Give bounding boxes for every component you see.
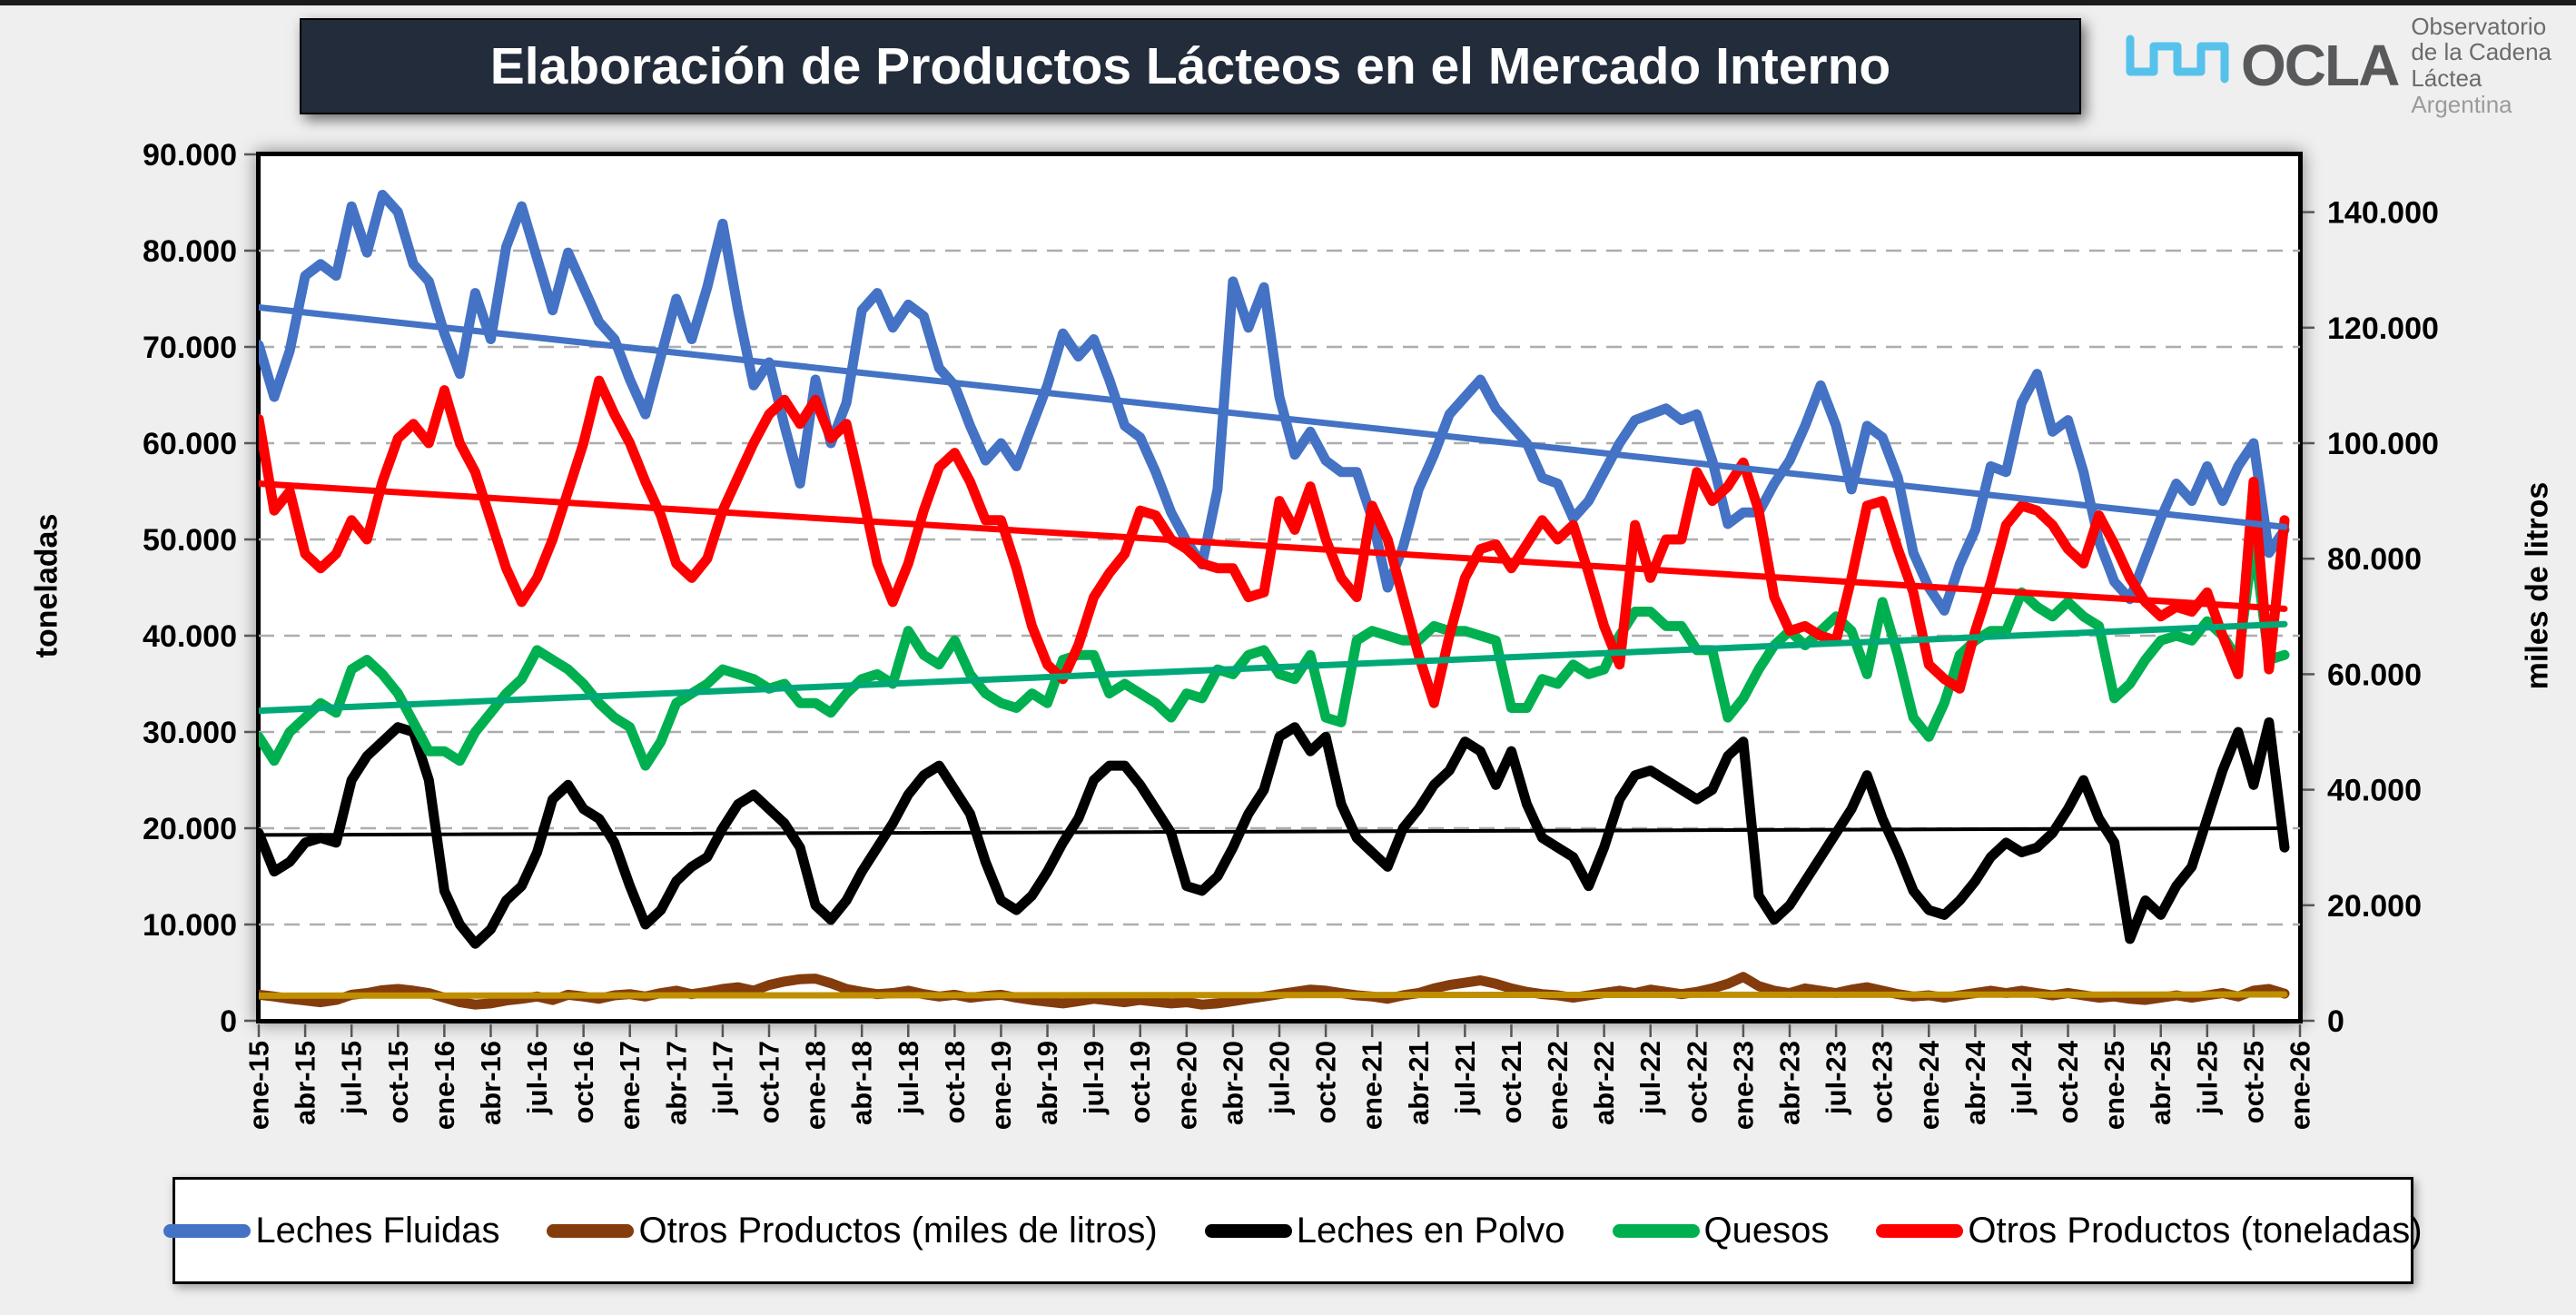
x-axis-tick-label: ene-19 <box>985 1041 1017 1130</box>
legend-label: Otros Productos (toneladas) <box>1968 1210 2423 1251</box>
x-axis-tick-label: oct-16 <box>568 1041 599 1123</box>
x-axis-tick-label: ene-17 <box>614 1041 646 1130</box>
window-top-border <box>0 0 2576 5</box>
y-axis-right-tick-label: 0 <box>2327 1004 2344 1039</box>
legend: Leches Fluidas Otros Productos (miles de… <box>163 1177 2423 1284</box>
x-axis-tick-label: ene-18 <box>800 1041 832 1130</box>
x-axis-tick-label: abr-18 <box>846 1041 878 1125</box>
legend-item-leches-fluidas: Leches Fluidas <box>163 1211 499 1251</box>
x-axis-tick-label: oct-15 <box>382 1041 414 1123</box>
y-axis-title-right: miles de litros <box>2520 481 2555 690</box>
x-axis-tick-label: jul-23 <box>1821 1041 1852 1115</box>
x-axis-tick-label: abr-23 <box>1774 1041 1806 1125</box>
x-axis-tick-label: jul-15 <box>336 1041 368 1115</box>
legend-item-otros-productos-toneladas: Otros Productos (toneladas) <box>1876 1210 2423 1251</box>
x-axis-tick-label: ene-16 <box>429 1041 460 1130</box>
legend-label: Leches en Polvo <box>1296 1210 1565 1251</box>
x-axis-tick-label: ene-22 <box>1542 1041 1574 1130</box>
x-axis-tick-label: ene-15 <box>243 1041 275 1130</box>
y-axis-right-tick-label: 20.000 <box>2327 889 2422 924</box>
ocla-subtitle-line2: de la Cadena Láctea <box>2411 38 2551 92</box>
x-axis-tick-label: abr-22 <box>1588 1041 1620 1125</box>
legend-label: Quesos <box>1703 1210 1830 1251</box>
legend-swatch-otros-productos-toneladas <box>1876 1223 1964 1238</box>
x-axis-tick-label: abr-24 <box>1959 1040 1991 1125</box>
ocla-wave-icon <box>2123 25 2232 107</box>
x-axis-tick-label: ene-23 <box>1727 1041 1759 1130</box>
y-axis-left-tick-label: 10.000 <box>143 908 237 943</box>
y-axis-title-left: toneladas <box>29 513 64 658</box>
x-axis-tick-label: jul-22 <box>1634 1041 1666 1115</box>
y-axis-right-tick-label: 60.000 <box>2327 658 2422 692</box>
legend-item-leches-en-polvo: Leches en Polvo <box>1204 1210 1565 1251</box>
x-axis-tick-label: jul-24 <box>2006 1040 2038 1115</box>
ocla-subtitle: Observatorio de la Cadena Láctea Argenti… <box>2411 14 2572 117</box>
chart-title-banner: Elaboración de Productos Lácteos en el M… <box>300 18 2081 114</box>
legend-swatch-quesos <box>1612 1223 1700 1238</box>
y-axis-left-tick-label: 80.000 <box>143 234 237 269</box>
y-axis-left-tick-label: 0 <box>220 1004 237 1039</box>
x-axis-tick-label: abr-17 <box>660 1041 692 1125</box>
x-axis-tick-label: ene-21 <box>1357 1041 1388 1130</box>
x-axis-tick-label: ene-24 <box>1913 1040 1945 1130</box>
x-axis-tick-label: oct-17 <box>754 1041 785 1123</box>
legend-item-quesos: Quesos <box>1612 1210 1830 1251</box>
x-axis-tick-label: oct-25 <box>2237 1041 2269 1123</box>
x-axis-tick-label: oct-20 <box>1310 1041 1342 1123</box>
x-axis-tick-label: jul-25 <box>2191 1041 2223 1115</box>
y-axis-left-tick-label: 70.000 <box>143 331 237 365</box>
x-axis-tick-label: jul-19 <box>1078 1041 1110 1115</box>
y-axis-left-tick-label: 30.000 <box>143 716 237 750</box>
legend-label: Otros Productos (miles de litros) <box>638 1210 1158 1251</box>
x-axis-tick-label: jul-18 <box>893 1041 924 1115</box>
x-axis-tick-label: jul-17 <box>706 1041 738 1115</box>
legend-swatch-leches-en-polvo <box>1204 1223 1292 1238</box>
x-axis-tick-label: abr-15 <box>290 1041 321 1125</box>
x-axis-tick-label: oct-21 <box>1495 1041 1527 1123</box>
x-axis-tick-label: jul-20 <box>1264 1041 1296 1115</box>
x-axis-tick-label: oct-22 <box>1681 1041 1712 1123</box>
chart-title: Elaboración de Productos Lácteos en el M… <box>489 37 1891 95</box>
x-axis-tick-label: oct-19 <box>1124 1041 1156 1123</box>
x-axis-tick-label: abr-19 <box>1031 1041 1063 1125</box>
ocla-wordmark: OCLA <box>2241 33 2400 98</box>
x-axis-tick-label: jul-21 <box>1449 1041 1481 1115</box>
ocla-subtitle-line1: Observatorio <box>2411 12 2547 40</box>
y-axis-right-tick-label: 40.000 <box>2327 774 2422 808</box>
x-axis-tick-label: ene-26 <box>2285 1041 2316 1130</box>
legend-item-otros-productos-litros: Otros Productos (miles de litros) <box>547 1210 1158 1251</box>
ocla-logo: OCLA Observatorio de la Cadena Láctea Ar… <box>2123 14 2572 117</box>
y-axis-right-tick-label: 140.000 <box>2327 196 2439 231</box>
x-axis-tick-label: ene-20 <box>1170 1041 1202 1130</box>
x-axis-tick-label: abr-21 <box>1403 1041 1435 1125</box>
y-axis-right-tick-label: 100.000 <box>2327 427 2439 461</box>
x-axis-tick-label: abr-16 <box>475 1041 507 1125</box>
x-axis-tick-label: oct-23 <box>1867 1041 1899 1123</box>
legend-swatch-otros-productos-litros <box>547 1223 635 1238</box>
ocla-subtitle-line3: Argentina <box>2411 90 2512 118</box>
x-axis-tick-label: abr-25 <box>2145 1041 2176 1125</box>
y-axis-right-tick-label: 120.000 <box>2327 311 2439 346</box>
x-axis-tick-label: oct-24 <box>2052 1040 2084 1123</box>
y-axis-left-tick-label: 60.000 <box>143 427 237 461</box>
x-axis-tick-label: ene-25 <box>2098 1041 2130 1130</box>
y-axis-left-tick-label: 50.000 <box>143 523 237 558</box>
y-axis-left-tick-label: 20.000 <box>143 812 237 846</box>
y-axis-left-tick-label: 90.000 <box>143 138 237 173</box>
y-axis-right-tick-label: 80.000 <box>2327 542 2422 577</box>
x-axis-tick-label: oct-18 <box>939 1041 971 1123</box>
plot-area <box>256 152 2303 1023</box>
legend-label: Leches Fluidas <box>255 1210 500 1251</box>
x-axis-tick-label: abr-20 <box>1217 1041 1249 1125</box>
x-axis-tick-label: jul-16 <box>521 1041 553 1115</box>
legend-swatch-leches-fluidas <box>163 1223 252 1238</box>
y-axis-left-tick-label: 40.000 <box>143 619 237 654</box>
